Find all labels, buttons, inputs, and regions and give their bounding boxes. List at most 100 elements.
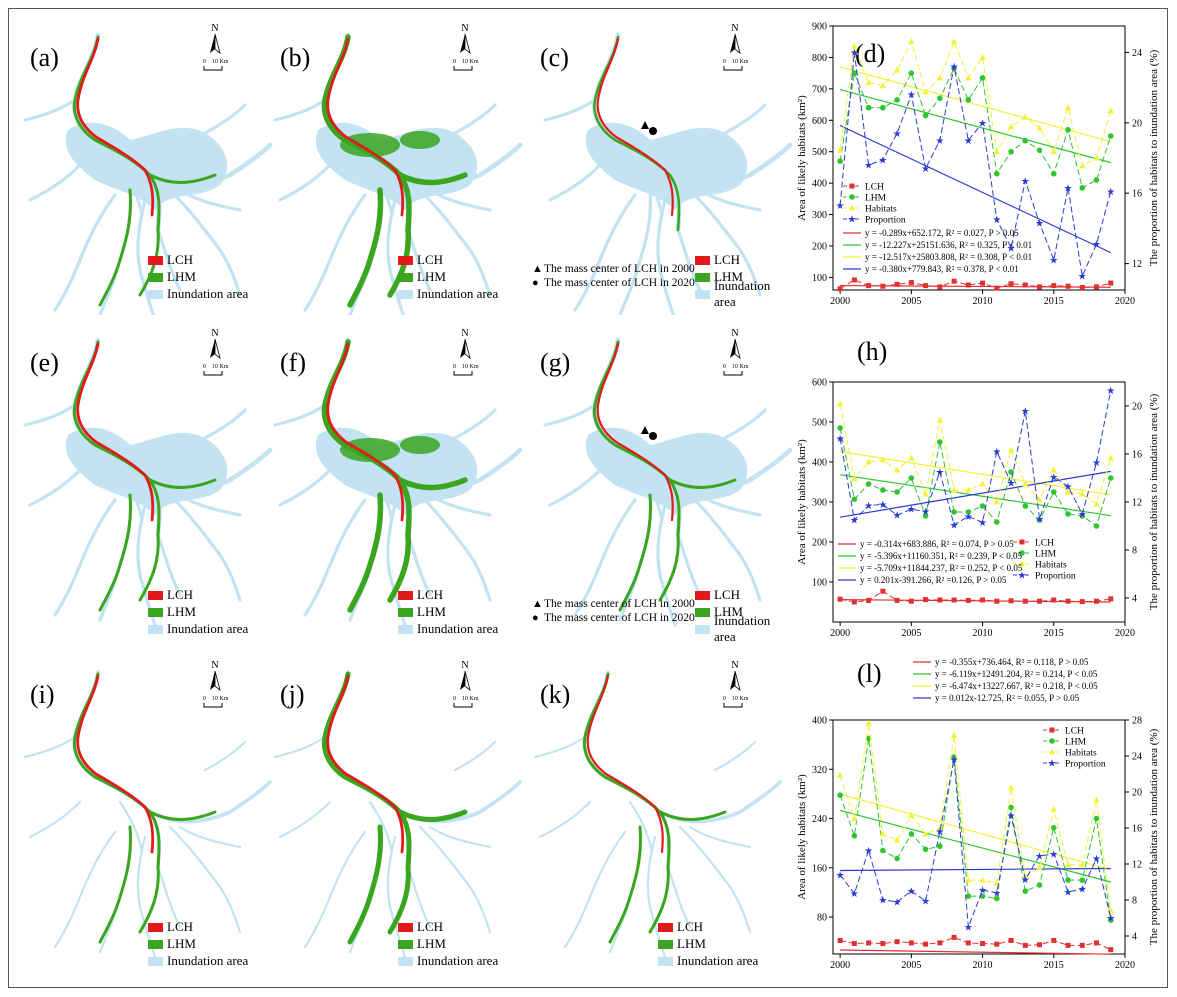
legend-label-inundation: Inundation area [167,621,249,636]
data-point [908,454,915,461]
scale-bar [203,66,223,71]
trend-line-lhm [839,89,1111,164]
scale-bar [453,703,473,708]
data-point [849,183,855,189]
legend-item-lch: LCH [398,587,498,603]
data-point: ★ [964,136,973,147]
legend-label-lch: LCH [677,919,703,934]
legend-item-mc_2020: ● The mass center of LCH in 2020 [532,611,695,625]
data-point [1050,805,1057,812]
legend-swatch-inundation [148,956,163,966]
map-legend: LCH LHM Inundation area [148,252,248,303]
data-point [951,754,957,760]
y-axis-label: Area of likely habitats (km²) [796,439,808,565]
data-point [1079,877,1086,883]
legend-label-inundation: Inundation area [713,613,771,644]
data-point: ★ [950,755,959,766]
map-legend: LCH LHM Inundation area [398,252,498,303]
inundation-channel [548,468,602,507]
scale-zero: 0 [453,364,456,370]
x-tick-label: 2015 [1044,960,1064,971]
legend-label-lhm: LHM [417,936,446,951]
legend-swatch-inundation [398,289,413,299]
data-point [1022,282,1028,288]
lch-area [653,805,664,854]
data-point [1107,133,1114,139]
data-point [1079,490,1086,497]
data-point [908,831,915,837]
data-point [866,283,872,289]
inundation-channel [156,228,182,292]
data-point: ★ [1018,571,1027,582]
inundation-channel [543,403,597,427]
legend-swatch-inundation [148,289,163,299]
map-panel-c: (c) N 0 10 Km LCH LHM Inundation area ▲ The mass… [530,15,795,315]
data-point [951,934,957,940]
north-arrow-icon: N 0 10 Km [723,328,749,376]
trend-line-habitats [839,793,1111,871]
inundation-channel [548,163,602,202]
legend-label-mc_2000: The mass center of LCH in 2000 [544,263,695,275]
legend-swatch-inundation [695,289,710,299]
north-arrow-left [210,339,215,358]
inundation-channel [406,533,432,597]
scale-zero: 0 [453,59,456,65]
plot-area [832,719,1126,955]
data-point [908,279,914,285]
y-tick-label: 300 [812,498,827,509]
legend-item-mc_2000: ▲ The mass center of LCH in 2000 [532,597,695,611]
north-arrow-letter: N [461,328,468,339]
data-point: ★ [848,215,857,226]
data-point [1051,597,1057,603]
inundation-channel [118,468,144,522]
inundation-channel [303,498,367,617]
data-point [865,481,872,487]
data-point [1037,284,1043,290]
plot-area [832,381,1126,623]
legend-label-lhm: LHM [714,269,743,284]
data-point [894,597,900,603]
inundation-channel [118,163,144,217]
inundation-channel [93,775,161,869]
legend-swatch-inundation [398,956,413,966]
scale-zero: 0 [723,364,726,370]
legend-swatch-lch [695,590,710,600]
legend-label-inundation: Inundation area [417,953,499,968]
regression-equations: y = -0.314x+683.886, R² = 0.074, P > 0.0… [838,539,1023,585]
equation-text: y = -6.474x+13227.667, R² = 0.218, P < 0… [935,681,1098,691]
lhm-area [347,824,383,945]
lhm-area [98,188,132,307]
trend-line-lch [840,949,1111,955]
data-point: ★ [921,164,930,175]
data-point [879,456,887,463]
north-arrow-left [730,34,735,53]
figure-frame [8,8,1168,988]
panel-label: (i) [30,680,55,709]
lhm-area [148,810,217,821]
data-point [1064,861,1072,868]
inundation-channel [688,188,762,297]
lch-area [143,473,155,522]
scale-bar [723,66,743,71]
north-arrow-right [464,33,471,55]
data-point [1064,488,1072,495]
legend-item-lhm: LHM [148,936,248,952]
inundation-channel [368,468,394,522]
data-point: ★ [978,118,987,129]
north-arrow-letter: N [211,328,218,339]
scale-label: 10 Km [732,364,749,370]
data-point: ★ [1035,219,1044,230]
data-point [950,486,958,493]
data-point: ★ [1064,482,1073,493]
data-point [851,599,857,605]
trend-line-lhm [839,809,1111,883]
legend-label-mc_2000: The mass center of LCH in 2000 [544,598,695,610]
legend-swatch-lhm [398,607,413,617]
data-point [994,598,1000,604]
data-point [965,940,971,946]
inundation-channel [638,468,664,522]
data-point [893,466,901,473]
series-line-habitats [839,40,1112,167]
chart-l: (l) 2000 2005 2010 2015 2020 80 160 240 320 400 4 8 1… [796,657,1160,971]
lch-area [143,805,155,854]
